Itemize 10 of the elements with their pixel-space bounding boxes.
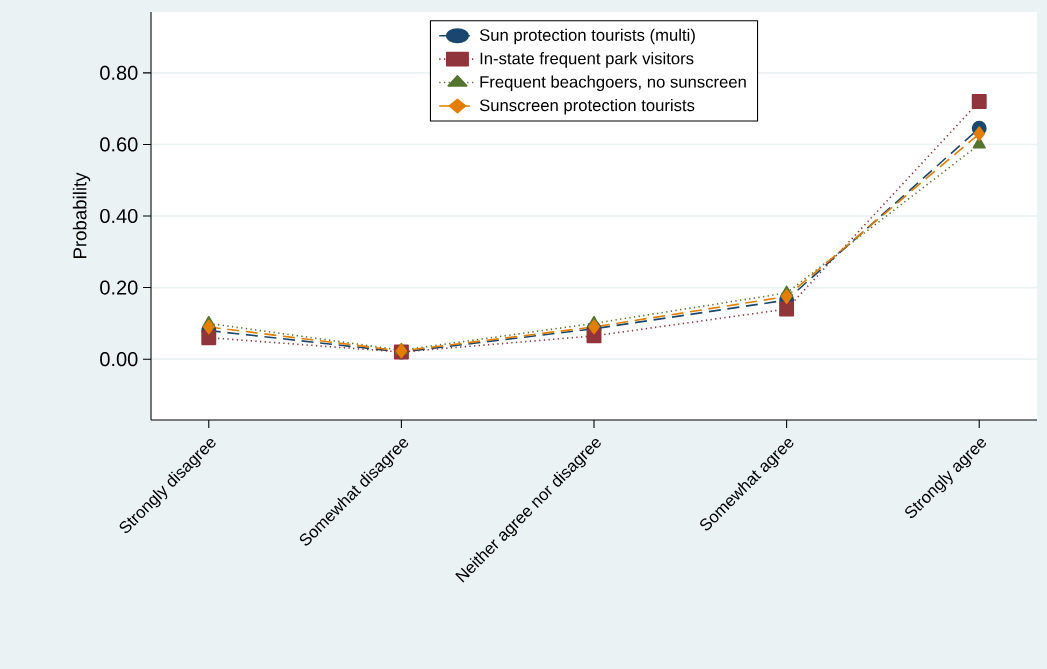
y-tick-label: 0.40: [100, 208, 138, 224]
y-tick-label: 0.60: [100, 137, 138, 152]
y-axis-title: Probability: [72, 172, 91, 259]
legend-label: In-state frequent park visitors: [480, 52, 694, 68]
legend-label: Sunscreen protection tourists: [479, 98, 695, 115]
y-tick-label: 0.00: [100, 352, 138, 367]
legend-label: Frequent beachgoers, no sunscreen: [480, 75, 746, 92]
y-tick-label: 0.80: [100, 65, 138, 80]
legend-label: Sun protection tourists (multi): [479, 28, 695, 45]
y-tick-label: 0.20: [100, 280, 138, 295]
